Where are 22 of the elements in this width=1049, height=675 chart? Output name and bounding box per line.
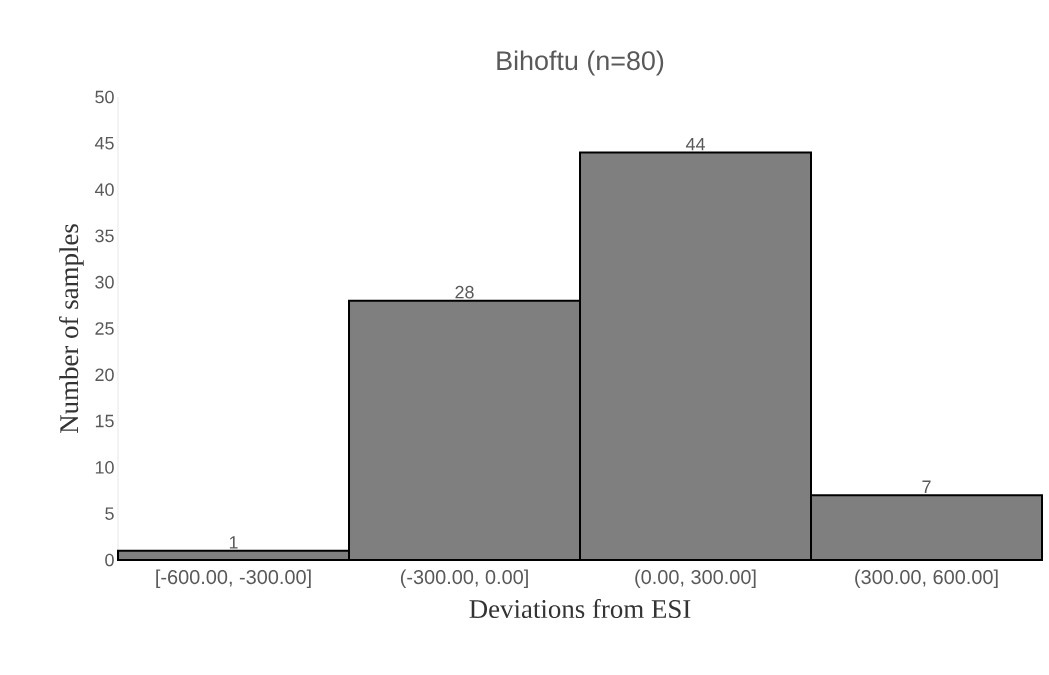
x-tick-label: (0.00, 300.00] — [635, 569, 756, 589]
y-axis-title: Number of samples — [59, 224, 84, 434]
y-tick-label: 40 — [94, 183, 114, 196]
data-label: 7 — [922, 480, 931, 493]
y-tick-label: 0 — [105, 553, 114, 567]
y-tick-label: 45 — [94, 137, 114, 150]
data-label: 28 — [455, 285, 474, 299]
y-tick-label: 10 — [95, 461, 114, 474]
data-label: 1 — [229, 536, 238, 549]
y-tick-label: 5 — [105, 507, 114, 520]
x-tick-label: (-300.00, 0.00] — [400, 569, 528, 589]
x-axis-title: Deviations from ESI — [469, 598, 691, 619]
y-tick-label: 15 — [95, 414, 114, 428]
x-tick-label: (300.00, 600.00] — [855, 569, 998, 589]
y-tick-label: 25 — [95, 322, 114, 335]
y-tick-label: 50 — [95, 90, 114, 104]
x-tick-label: [-600.00, -300.00] — [156, 569, 311, 589]
data-label: 44 — [685, 138, 705, 151]
y-tick-label: 30 — [95, 275, 114, 289]
y-tick-label: 20 — [95, 368, 114, 382]
y-tick-label: 35 — [95, 229, 114, 243]
chart-title: Bihoftu (n=80) — [497, 50, 664, 76]
